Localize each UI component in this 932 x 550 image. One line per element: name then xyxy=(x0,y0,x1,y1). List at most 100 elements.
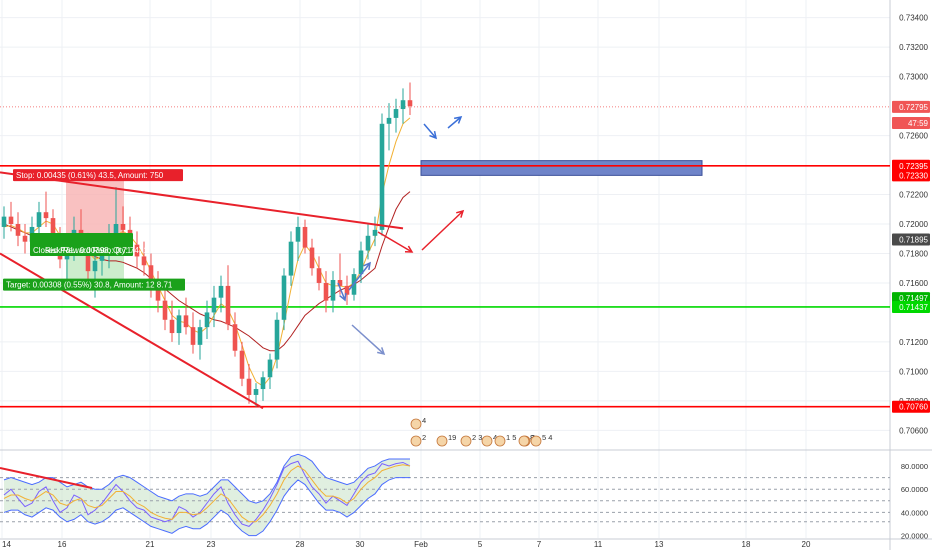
candle-body-21 xyxy=(148,265,154,286)
arrow-shaft-5 xyxy=(348,262,371,291)
oscillator-tick-1: 60.0000 xyxy=(901,485,928,494)
event-marker-7 xyxy=(518,435,530,447)
price-tag-1 xyxy=(892,117,930,130)
candle-body-47 xyxy=(330,280,336,301)
candle-body-56 xyxy=(393,109,399,118)
candle-body-31 xyxy=(218,285,224,298)
candle-body-24 xyxy=(169,319,175,334)
price-tick-7: 0.71600 xyxy=(899,279,928,288)
event-count-0: 4 xyxy=(422,416,426,425)
candle-body-6 xyxy=(43,212,49,219)
price-tag-6 xyxy=(892,300,930,313)
candle-body-49 xyxy=(344,285,350,295)
price-tick-9: 0.71000 xyxy=(899,367,928,376)
closed-label-box xyxy=(30,233,133,256)
arrow-head-6 xyxy=(377,347,386,356)
price-tick-1: 0.73200 xyxy=(899,43,928,52)
date-tick-4: 28 xyxy=(296,540,305,549)
rsi-panel xyxy=(0,453,411,537)
candle-body-40 xyxy=(281,275,287,320)
event-marker-1 xyxy=(410,435,422,447)
price-tag-label-6: 0.71437 xyxy=(899,303,928,312)
event-marker-4 xyxy=(481,435,493,447)
candle-body-26 xyxy=(183,315,189,328)
candle-body-17 xyxy=(120,224,126,230)
event-count-1: 2 xyxy=(422,433,426,442)
oscillator-tick-2: 40.0000 xyxy=(901,508,928,517)
candle-body-55 xyxy=(386,117,392,124)
candle-body-0 xyxy=(1,216,7,227)
candle-body-1 xyxy=(8,216,14,224)
candle-body-46 xyxy=(323,282,329,301)
price-tick-5: 0.72000 xyxy=(899,220,928,229)
event-marker-3 xyxy=(460,435,472,447)
demand-zone xyxy=(420,160,703,176)
horizontal-levels xyxy=(0,106,890,408)
trendline-0 xyxy=(0,171,404,230)
oscillator-trendline xyxy=(0,467,93,489)
risk-label-text: Risk/Reward Ratio: 0.71 xyxy=(45,246,132,255)
arrow-head-2 xyxy=(429,130,438,140)
date-tick-1: 16 xyxy=(58,540,67,549)
candle-body-38 xyxy=(267,359,273,378)
price-axis: 0.73400 0.73200 0.73000 0.72600 0.72200 0.720… xyxy=(899,14,928,541)
candle-body-41 xyxy=(288,241,294,276)
candle-body-32 xyxy=(225,285,231,325)
oscillator-line-3 xyxy=(3,477,410,537)
candle-body-2 xyxy=(15,224,21,236)
date-tick-6: Feb xyxy=(414,540,428,549)
event-marker-0 xyxy=(410,418,422,430)
candle-body-7 xyxy=(50,218,56,239)
date-tick-7: 5 xyxy=(478,540,483,549)
arrow-shaft-2 xyxy=(423,123,437,139)
arrow-shaft-4 xyxy=(337,282,346,301)
candle-body-36 xyxy=(253,389,259,395)
arrows xyxy=(337,115,465,356)
candle-body-54 xyxy=(379,123,385,230)
candle-body-27 xyxy=(190,327,196,345)
arrow-shaft-1 xyxy=(377,231,413,253)
price-tag-label-2: 0.72395 xyxy=(899,162,928,171)
stop-label-text: Stop: 0.00435 (0.61%) 43.5, Amount: 750 xyxy=(16,171,164,180)
price-tag-label-4: 0.71895 xyxy=(899,235,928,244)
price-tick-0: 0.73400 xyxy=(899,14,928,23)
price-tick-8: 0.71200 xyxy=(899,338,928,347)
date-tick-2: 21 xyxy=(146,540,155,549)
event-count-2: 19 xyxy=(448,433,456,442)
price-tick-4: 0.72200 xyxy=(899,191,928,200)
oscillator-line-0 xyxy=(3,460,411,527)
arrow-shaft-6 xyxy=(351,324,385,355)
date-tick-0: 14 xyxy=(2,540,11,549)
candle-body-28 xyxy=(197,327,203,345)
date-tick-5: 30 xyxy=(356,540,365,549)
candle-body-16 xyxy=(113,224,119,236)
candle-body-34 xyxy=(239,350,245,379)
target-label-text: Target: 0.00308 (0.55%) 30.8, Amount: 12… xyxy=(6,281,173,290)
candles xyxy=(1,82,413,407)
date-tick-11: 18 xyxy=(742,540,751,549)
event-marker-8 xyxy=(530,435,542,447)
candle-body-37 xyxy=(260,377,266,390)
rsi-bands xyxy=(0,454,890,536)
candle-body-3 xyxy=(22,235,28,242)
price-tag-label-1: 47:59 xyxy=(908,119,929,128)
event-count-3: 2 3 xyxy=(472,433,482,442)
arrow-head-4 xyxy=(339,292,347,302)
price-tick-6: 0.71800 xyxy=(899,249,928,258)
arrow-head-0 xyxy=(456,209,465,218)
candle-body-25 xyxy=(176,315,182,334)
candle-body-57 xyxy=(400,100,406,110)
date-tick-10: 13 xyxy=(655,540,664,549)
event-count-4: 4 xyxy=(493,433,497,442)
date-tick-12: 20 xyxy=(802,540,811,549)
date-axis: 14 16 21 23 28 30 Feb 5 7 11 13 18 20 xyxy=(2,540,811,549)
price-tag-label-5: 0.71497 xyxy=(899,294,928,303)
oscillator-tick-0: 80.0000 xyxy=(901,462,928,471)
candle-body-22 xyxy=(155,285,161,301)
candle-body-53 xyxy=(372,229,378,236)
event-count-5: 1 5 xyxy=(506,433,516,442)
price-tag-7 xyxy=(892,400,930,413)
candle-body-45 xyxy=(316,268,322,283)
